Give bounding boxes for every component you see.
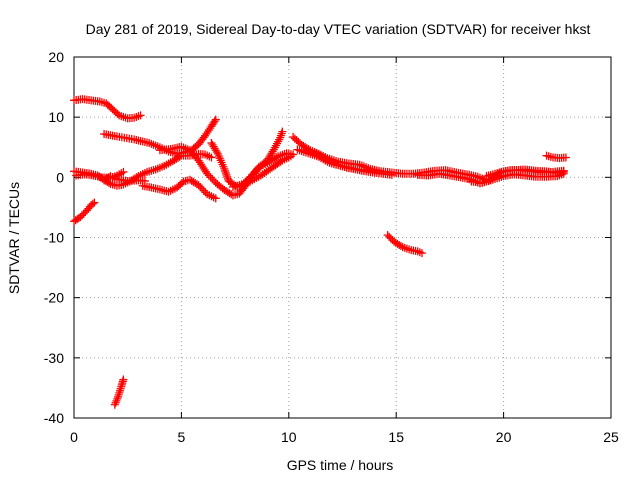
series-arc-06 (100, 115, 220, 158)
y-tick-label: 20 (48, 49, 64, 65)
data-point (198, 184, 207, 193)
data-point (111, 398, 120, 407)
y-tick-label: 10 (48, 109, 64, 125)
data-point (413, 247, 422, 256)
x-axis-label: GPS time / hours (287, 457, 394, 473)
series-arc-19 (110, 375, 128, 409)
x-tick-label: 20 (496, 429, 512, 445)
data-point (119, 375, 128, 384)
y-tick-label: -20 (44, 290, 64, 306)
data-point (559, 167, 568, 176)
data-point (275, 135, 284, 144)
data-point (203, 151, 212, 160)
data-point (270, 143, 279, 152)
series-arc-05 (100, 172, 149, 185)
x-tick-label: 25 (603, 429, 619, 445)
data-point (415, 248, 424, 257)
data-point (211, 115, 220, 124)
data-point (136, 111, 145, 120)
data-point (278, 127, 287, 136)
series-arc-07 (138, 175, 220, 203)
data-point (134, 112, 143, 121)
data-point (221, 166, 230, 175)
data-point (276, 133, 285, 142)
data-point (132, 112, 141, 121)
data-point (112, 396, 121, 405)
x-tick-label: 5 (178, 429, 186, 445)
series-arc-01 (70, 95, 145, 123)
data-point (223, 172, 232, 181)
data-point (253, 165, 262, 174)
data-point (204, 171, 213, 180)
x-tick-label: 10 (281, 429, 297, 445)
data-point (212, 148, 221, 157)
data-point (375, 167, 384, 176)
data-layer (70, 95, 570, 409)
data-point (387, 170, 396, 179)
data-point (277, 129, 286, 138)
series-arc-13 (310, 148, 384, 176)
data-point (207, 153, 216, 162)
data-point (194, 181, 203, 190)
data-point (113, 394, 122, 403)
data-point (168, 185, 177, 194)
data-point (269, 145, 278, 154)
series-arc-17 (482, 165, 568, 181)
series-arc-14 (383, 231, 426, 258)
data-point (206, 173, 215, 182)
tick-layer: 0 5 10 15 20 25 -40 -30 -20 -10 0 10 20 (44, 49, 619, 445)
data-point (272, 139, 281, 148)
data-point (196, 182, 205, 191)
series-arc-10 (228, 152, 295, 191)
data-point (208, 175, 217, 184)
data-point (276, 131, 285, 140)
y-tick-label: 0 (56, 169, 64, 185)
data-point (221, 168, 230, 177)
data-point (396, 242, 405, 251)
data-point (220, 164, 229, 173)
data-point (286, 152, 295, 161)
data-point (207, 192, 216, 201)
data-point (90, 198, 99, 207)
series-arc-18 (542, 151, 570, 163)
chart-title: Day 281 of 2019, Sidereal Day-to-day VTE… (86, 21, 591, 37)
data-point (251, 167, 260, 176)
data-point (203, 169, 212, 178)
data-point (272, 153, 281, 162)
data-point (271, 141, 280, 150)
data-point (119, 167, 128, 176)
y-tick-label: -10 (44, 230, 64, 246)
x-tick-label: 15 (388, 429, 404, 445)
data-point (274, 137, 283, 146)
y-tick-label: -40 (44, 410, 64, 426)
series-arc-02 (70, 198, 99, 226)
data-point (199, 186, 208, 195)
y-tick-label: -30 (44, 350, 64, 366)
data-point (210, 117, 219, 126)
data-point (110, 400, 119, 409)
data-point (222, 170, 231, 179)
data-point (417, 249, 426, 258)
data-point (211, 194, 220, 203)
data-point (88, 199, 97, 208)
x-tick-label: 0 (70, 429, 78, 445)
grid-layer (74, 57, 611, 418)
y-axis-label: SDTVAR / TECUs (6, 182, 22, 294)
data-point (561, 153, 570, 162)
